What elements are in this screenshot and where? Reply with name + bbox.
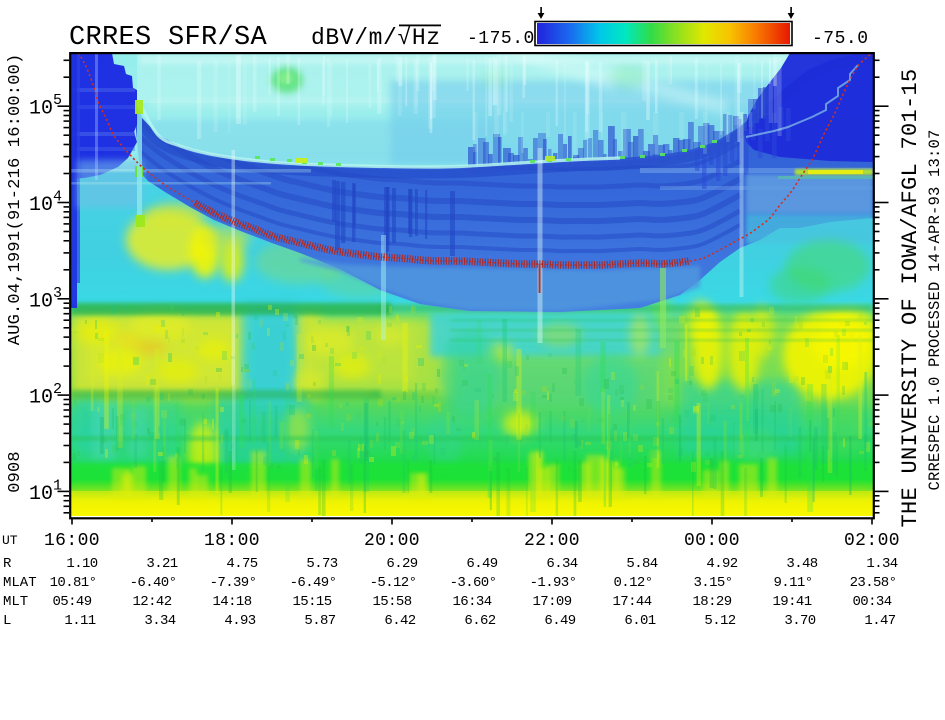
svg-text:-6.49°: -6.49° <box>290 575 337 591</box>
svg-text:15:58: 15:58 <box>372 594 411 610</box>
svg-text:15:15: 15:15 <box>292 594 331 610</box>
svg-text:THE UNIVERSITY OF IOWA/AFGL 70: THE UNIVERSITY OF IOWA/AFGL 701-15 <box>898 68 923 527</box>
svg-text:4.93: 4.93 <box>224 613 255 629</box>
svg-text:4.75: 4.75 <box>226 556 257 572</box>
svg-text:6.01: 6.01 <box>624 613 655 629</box>
svg-text:R: R <box>3 556 12 572</box>
svg-text:2: 2 <box>53 381 62 398</box>
svg-text:6.29: 6.29 <box>386 556 417 572</box>
svg-text:6.34: 6.34 <box>546 556 577 572</box>
svg-text:22:00: 22:00 <box>524 531 580 551</box>
svg-text:1.47: 1.47 <box>864 613 895 629</box>
svg-text:3.70: 3.70 <box>784 613 815 629</box>
svg-text:16:00: 16:00 <box>44 531 100 551</box>
svg-text:17:09: 17:09 <box>532 594 571 610</box>
svg-text:-7.39°: -7.39° <box>210 575 257 591</box>
svg-text:CRRES SFR/SA: CRRES SFR/SA <box>69 23 268 53</box>
svg-text:5.12: 5.12 <box>704 613 735 629</box>
svg-text:9.11°: 9.11° <box>773 575 812 591</box>
svg-text:1.11: 1.11 <box>64 613 95 629</box>
svg-text:16:34: 16:34 <box>452 594 491 610</box>
svg-text:19:41: 19:41 <box>772 594 811 610</box>
svg-text:14:18: 14:18 <box>212 594 251 610</box>
svg-text:5.84: 5.84 <box>626 556 657 572</box>
svg-text:L: L <box>3 613 11 629</box>
svg-text:05:49: 05:49 <box>52 594 91 610</box>
svg-text:17:44: 17:44 <box>612 594 651 610</box>
svg-text:10: 10 <box>29 387 53 410</box>
svg-text:3.15°: 3.15° <box>693 575 732 591</box>
svg-text:02:00: 02:00 <box>844 531 900 551</box>
svg-text:1.10: 1.10 <box>66 556 97 572</box>
svg-text:MLT: MLT <box>3 594 28 610</box>
svg-text:CRRESPEC 1.0 PROCESSED 14-APR: CRRESPEC 1.0 PROCESSED 14-APR-93 13:07 <box>926 129 944 490</box>
svg-text:6.49: 6.49 <box>466 556 497 572</box>
svg-text:00:34: 00:34 <box>852 594 891 610</box>
svg-text:20:00: 20:00 <box>364 531 420 551</box>
svg-text:1: 1 <box>53 477 62 494</box>
svg-text:0908: 0908 <box>6 451 25 493</box>
svg-text:AUG.04,1991: AUG.04,1991 <box>6 231 25 345</box>
svg-text:3.48: 3.48 <box>786 556 817 572</box>
svg-text:(91-216 16:00:00): (91-216 16:00:00) <box>6 54 25 231</box>
svg-text:6.62: 6.62 <box>464 613 495 629</box>
svg-text:3: 3 <box>53 285 62 302</box>
svg-text:10.81°: 10.81° <box>50 575 97 591</box>
svg-text:UT: UT <box>2 533 18 548</box>
svg-text:6.49: 6.49 <box>544 613 575 629</box>
svg-text:18:29: 18:29 <box>692 594 731 610</box>
svg-text:5.87: 5.87 <box>304 613 335 629</box>
svg-text:12:42: 12:42 <box>132 594 171 610</box>
svg-text:5: 5 <box>53 92 62 109</box>
svg-text:-1.93°: -1.93° <box>530 575 577 591</box>
svg-text:10: 10 <box>29 290 53 313</box>
svg-text:6.42: 6.42 <box>384 613 415 629</box>
svg-text:23.58°: 23.58° <box>850 575 897 591</box>
svg-text:-175.0: -175.0 <box>467 29 535 49</box>
svg-text:3.21: 3.21 <box>146 556 177 572</box>
svg-text:dBV/m/√Hz: dBV/m/√Hz <box>311 25 441 51</box>
svg-text:10: 10 <box>29 483 53 506</box>
svg-text:4.92: 4.92 <box>706 556 737 572</box>
svg-text:5.73: 5.73 <box>306 556 337 572</box>
svg-text:0.12°: 0.12° <box>613 575 652 591</box>
svg-text:3.34: 3.34 <box>144 613 175 629</box>
svg-text:10: 10 <box>29 98 53 121</box>
svg-text:MLAT: MLAT <box>3 575 37 591</box>
svg-text:18:00: 18:00 <box>204 531 260 551</box>
svg-text:-5.12°: -5.12° <box>370 575 417 591</box>
svg-text:-6.40°: -6.40° <box>130 575 177 591</box>
svg-text:-75.0: -75.0 <box>812 29 869 49</box>
svg-text:00:00: 00:00 <box>684 531 740 551</box>
svg-text:10: 10 <box>29 194 53 217</box>
svg-text:4: 4 <box>53 189 62 206</box>
svg-text:-3.60°: -3.60° <box>450 575 497 591</box>
svg-text:1.34: 1.34 <box>866 556 897 572</box>
